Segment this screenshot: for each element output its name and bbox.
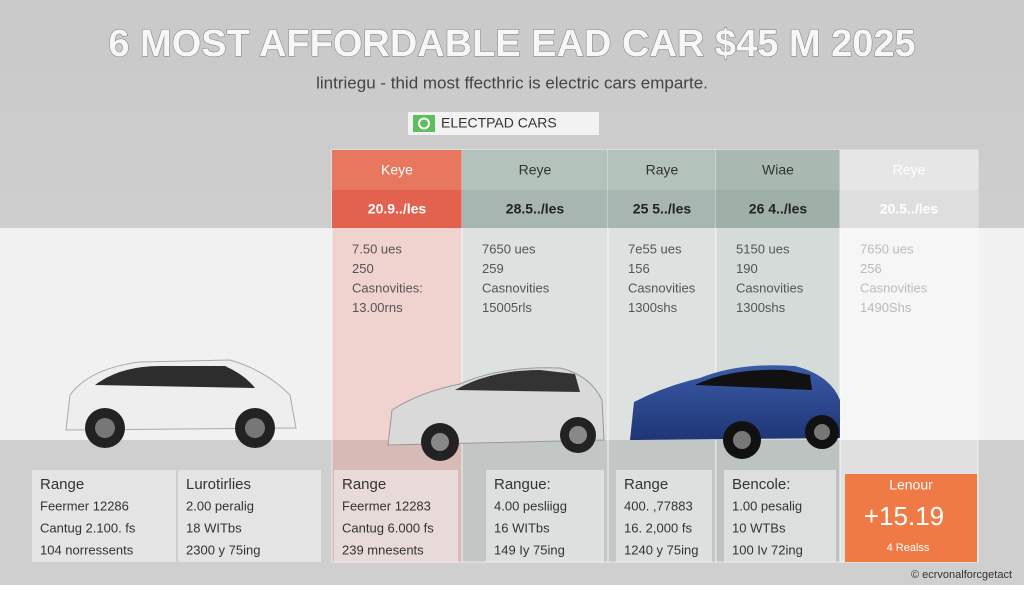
- cell-line: 104 norressents: [40, 542, 134, 557]
- column-spec: 1300shs: [736, 300, 786, 315]
- column-spec: 15005rls: [482, 300, 532, 315]
- column-price-bg: [840, 190, 978, 228]
- bottom-cell: [724, 470, 836, 562]
- column-price: 28.5../les: [506, 201, 565, 217]
- bottom-cell: [32, 470, 176, 562]
- cell-heading: Range: [40, 476, 84, 493]
- badge: ELECTPAD CARS: [441, 115, 557, 131]
- column-header: [332, 150, 462, 190]
- column-spec: 7e55 ues: [628, 241, 682, 256]
- cell-line: 4.00 pesliigg: [494, 498, 567, 513]
- column-name: Reye: [893, 162, 926, 178]
- cell-heading: Rangue:: [494, 476, 551, 493]
- column-header: [608, 150, 716, 190]
- cell-line: 149 Iy 75ing: [494, 542, 565, 557]
- column-name: Raye: [646, 162, 679, 178]
- column-price: 20.5../les: [880, 201, 939, 217]
- column-name: Reye: [519, 162, 552, 178]
- title: 6 MOST AFFORDABLE EAD CAR $45 M 2025: [108, 23, 915, 65]
- bottom-cell: [616, 470, 712, 562]
- cell-heading: Bencole:: [732, 476, 790, 493]
- cell-line: 16. 2,000 fs: [624, 520, 692, 535]
- bottom-cell: [486, 470, 604, 562]
- subtitle: lintriegu - thid most ffecthric is elect…: [316, 73, 708, 92]
- cell-line: 1240 y 75ing: [624, 542, 698, 557]
- car-white: [65, 359, 297, 448]
- cell-line: 10 WTBs: [732, 520, 786, 535]
- column-spec: 1490Shs: [860, 300, 912, 315]
- highlight-value: +15.19: [864, 501, 944, 531]
- column-spec: 190: [736, 261, 758, 276]
- cell-line: Feermer 12286: [40, 498, 129, 513]
- highlight-box: [845, 474, 977, 562]
- column-price: 20.9../les: [368, 201, 427, 217]
- car-blue: [630, 365, 840, 459]
- cell-line: 2.00 peralig: [186, 498, 254, 513]
- column-spec: 256: [860, 261, 882, 276]
- column-spec: 250: [352, 261, 374, 276]
- cell-line: Cantug 6.000 fs: [342, 520, 434, 535]
- bottom-cell: [334, 470, 458, 562]
- column-header: [716, 150, 840, 190]
- cell-line: 16 WITbs: [494, 520, 550, 535]
- cell-line: 239 mnesents: [342, 542, 424, 557]
- column-price-bg: [332, 190, 462, 228]
- badge-icon-ring: [418, 117, 430, 130]
- cell-heading: Range: [624, 476, 668, 493]
- bottom-cell: [178, 470, 321, 562]
- bottom-row: Range Feermer 12286 Cantug 2.100. fs 104 no…: [32, 470, 977, 562]
- cell-line: 100 Iv 72ing: [732, 542, 803, 557]
- column-header: [462, 150, 608, 190]
- column-spec: 7650 ues: [860, 241, 914, 256]
- column-spec: 1300shs: [628, 300, 678, 315]
- cell-line: Cantug 2.100. fs: [40, 520, 136, 535]
- highlight-label: Lenour: [889, 477, 933, 493]
- column-spec: 5150 ues: [736, 241, 790, 256]
- cell-heading: Range: [342, 476, 386, 493]
- column-spec: 156: [628, 261, 650, 276]
- column-spec: Casnovities: [482, 280, 550, 295]
- column-price: 26 4../les: [749, 201, 808, 217]
- column-spec: 13.00rns: [352, 300, 403, 315]
- column-name: Wiae: [762, 162, 794, 178]
- column-name: Keye: [381, 162, 413, 178]
- column-price-bg: [608, 190, 716, 228]
- cell-heading: Lurotirlies: [186, 476, 251, 493]
- car-silver: [387, 367, 605, 461]
- column-spec: 7.50 ues: [352, 241, 402, 256]
- cell-line: 400. ,77883: [624, 498, 693, 513]
- cell-line: 1.00 pesalig: [732, 498, 802, 513]
- column-price: 25 5../les: [633, 201, 692, 217]
- badge-icon: [413, 115, 435, 132]
- column-price-bg: [462, 190, 608, 228]
- column-header: [840, 150, 978, 190]
- column-price-bg: [716, 190, 840, 228]
- cell-line: 2300 y 75ing: [186, 542, 260, 557]
- highlight-note: 4 Realss: [887, 542, 930, 554]
- cell-line: Feermer 12283: [342, 498, 431, 513]
- column-spec: 7650 ues: [482, 241, 536, 256]
- cell-line: 18 WITbs: [186, 520, 242, 535]
- column-spec: Casnovities: [628, 280, 696, 295]
- column-spec: 259: [482, 261, 504, 276]
- badge-box: [408, 112, 599, 135]
- column-spec: Casnovities:: [352, 280, 423, 295]
- column-spec: Casnovities: [736, 280, 804, 295]
- footer: © ecrvonalforcgetact: [911, 569, 1012, 581]
- column-spec: Casnovities: [860, 280, 928, 295]
